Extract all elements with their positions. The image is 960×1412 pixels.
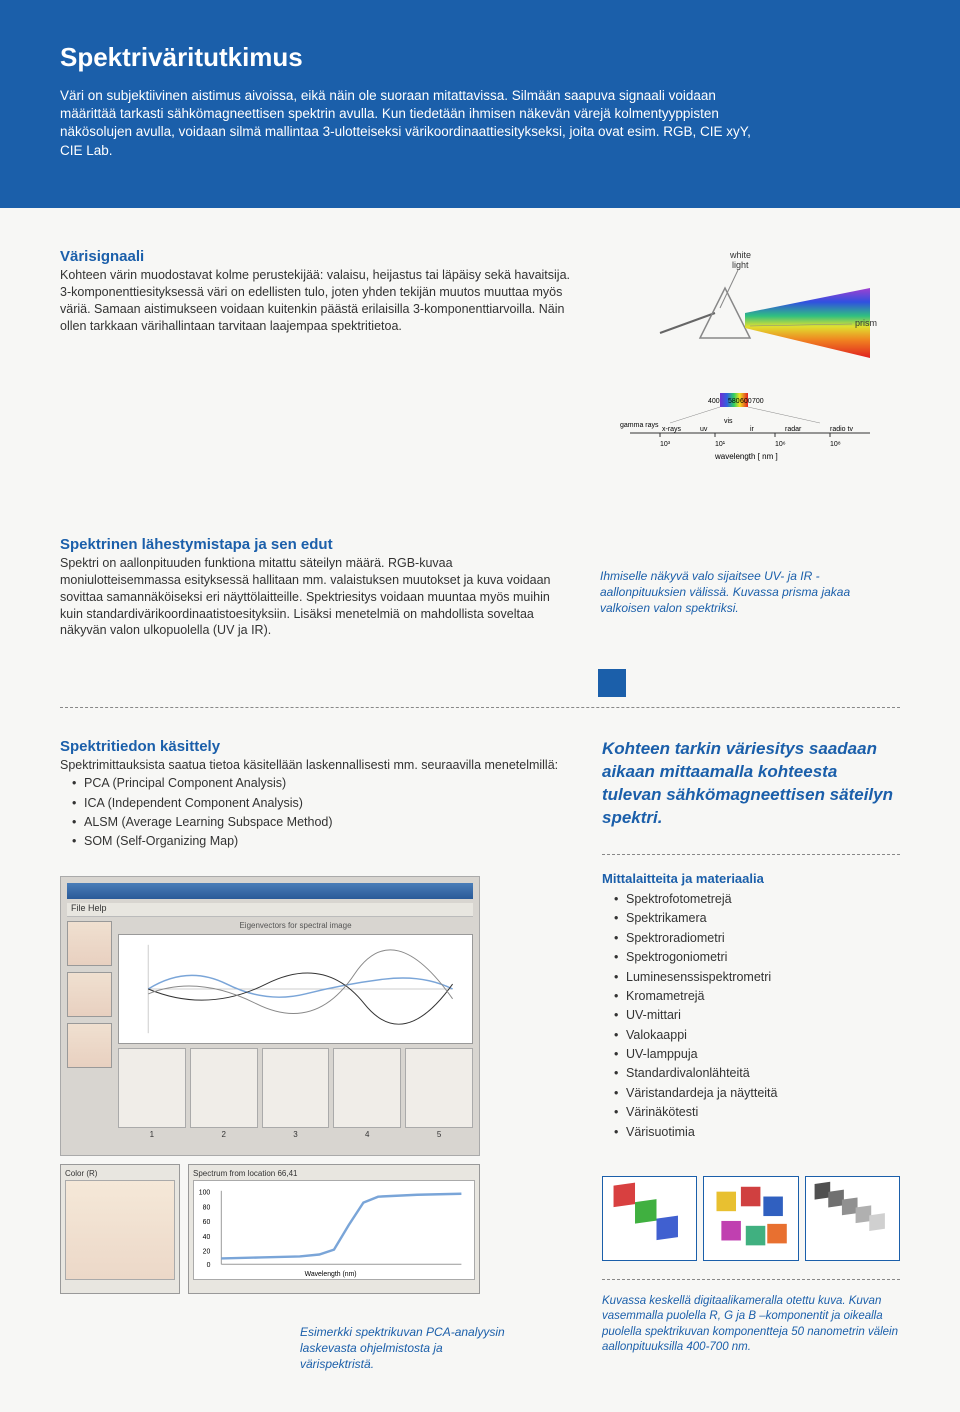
pca-app-screenshot: File Help Eigenvectors for spectral imag… (60, 876, 480, 1156)
rgb-components-image (602, 1176, 697, 1261)
thumbnail (67, 972, 112, 1017)
svg-text:wavelength [ nm ]: wavelength [ nm ] (714, 452, 778, 461)
list-item: Valokaappi (614, 1026, 900, 1045)
list-item: ICA (Independent Component Analysis) (72, 794, 560, 813)
color-label: Color (R) (65, 1169, 175, 1178)
svg-text:20: 20 (203, 1248, 211, 1255)
svg-text:10³: 10³ (660, 441, 671, 448)
app-menubar: File Help (67, 903, 473, 917)
list-item: Luminesenssispektrometri (614, 968, 900, 987)
em-spectrum-chart: 400 580 600 700 gamma rays x-rays uv vis… (620, 393, 880, 473)
spectral-components-image (805, 1176, 900, 1261)
list-item: UV-lamppuja (614, 1045, 900, 1064)
white-light-label: white (729, 250, 751, 260)
divider (602, 1279, 900, 1280)
section3-title: Spektritiedon käsittely (60, 738, 560, 755)
content-area: Värisignaali Kohteen värin muodostavat k… (0, 208, 960, 1412)
cubes-caption: Kuvassa keskellä digitaalikameralla otet… (602, 1294, 900, 1356)
divider (602, 854, 900, 855)
thumbnail (67, 921, 112, 966)
page-title: Spektriväritutkimus (60, 42, 900, 73)
equipment-title: Mittalaitteita ja materiaalia (602, 871, 900, 886)
eigenimage (405, 1048, 473, 1128)
list-item: UV-mittari (614, 1006, 900, 1025)
eigenimage (333, 1048, 401, 1128)
svg-text:radar: radar (785, 426, 802, 433)
svg-text:80: 80 (203, 1204, 211, 1211)
svg-text:580: 580 (728, 398, 740, 405)
section1-title: Värisignaali (60, 248, 570, 265)
svg-text:ir: ir (750, 426, 755, 433)
list-item: Värisuotimia (614, 1123, 900, 1142)
prism-figure: white light (620, 248, 880, 478)
spectrum-fan (745, 288, 870, 358)
eigen-label: Eigenvectors for spectral image (118, 921, 473, 930)
svg-text:uv: uv (700, 426, 708, 433)
spectrum-app-screenshot: Color (R) Spectrum from location 66,41 1… (60, 1164, 480, 1294)
list-item: Standardivalonlähteitä (614, 1064, 900, 1083)
prism-caption: Ihmiselle näkyvä valo sijaitsee UV- ja I… (600, 568, 900, 617)
svg-text:Wavelength (nm): Wavelength (nm) (305, 1271, 357, 1278)
sample-image (65, 1180, 175, 1280)
eigenimage (262, 1048, 330, 1128)
spectrum-curve-chart: 100 80 60 40 20 0 Wavelength (nm) (193, 1180, 475, 1280)
list-item: Spektrofotometrejä (614, 890, 900, 909)
eigenimage (190, 1048, 258, 1128)
prism-icon (700, 288, 750, 338)
list-item: SOM (Self-Organizing Map) (72, 832, 560, 851)
svg-text:light: light (732, 260, 749, 270)
decorative-square (598, 669, 626, 697)
app-caption: Esimerkki spektrikuvan PCA-analyysin las… (300, 1324, 520, 1373)
section1-text: Kohteen värin muodostavat kolme perustek… (60, 267, 570, 335)
svg-text:vis: vis (724, 418, 733, 425)
thumbnail (67, 1023, 112, 1068)
cubes-figure (602, 1176, 900, 1261)
divider-line (60, 707, 900, 708)
list-item: Spektrogoniometri (614, 948, 900, 967)
svg-text:600: 600 (740, 398, 752, 405)
svg-text:40: 40 (203, 1233, 211, 1240)
eigenimage-row (118, 1048, 473, 1128)
list-item: Väristandardeja ja näytteitä (614, 1084, 900, 1103)
list-item: PCA (Principal Component Analysis) (72, 774, 560, 793)
svg-text:0: 0 (207, 1262, 211, 1269)
list-item: Värinäkötesti (614, 1103, 900, 1122)
svg-text:radio tv: radio tv (830, 426, 853, 433)
svg-text:100: 100 (199, 1189, 211, 1196)
section2-text: Spektri on aallonpituuden funktiona mita… (60, 555, 570, 639)
list-item: Spektrikamera (614, 909, 900, 928)
svg-text:gamma rays: gamma rays (620, 422, 659, 429)
methods-list: PCA (Principal Component Analysis) ICA (… (60, 774, 560, 852)
banner-text: Väri on subjektiivinen aistimus aivoissa… (60, 87, 760, 160)
key-statement: Kohteen tarkin väriesitys saadaan aikaan… (602, 738, 900, 830)
svg-text:x-rays: x-rays (662, 426, 682, 433)
svg-text:700: 700 (752, 398, 764, 405)
svg-text:10⁶: 10⁶ (775, 441, 786, 448)
svg-text:60: 60 (203, 1219, 211, 1226)
section2-title: Spektrinen lähestymistapa ja sen edut (60, 536, 570, 553)
list-item: Spektroradiometri (614, 929, 900, 948)
svg-text:10⁸: 10⁸ (830, 441, 841, 448)
eigenimage (118, 1048, 186, 1128)
camera-photo-image (703, 1176, 798, 1261)
equipment-list: Spektrofotometrejä Spektrikamera Spektro… (602, 890, 900, 1142)
app-titlebar (67, 883, 473, 899)
svg-text:10¹: 10¹ (715, 441, 726, 448)
spectrum-location-label: Spectrum from location 66,41 (193, 1169, 475, 1178)
header-banner: Spektriväritutkimus Väri on subjektiivin… (0, 0, 960, 208)
eigenvector-chart (118, 934, 473, 1044)
list-item: ALSM (Average Learning Subspace Method) (72, 813, 560, 832)
prism-label: prism (855, 318, 877, 328)
section3-intro: Spektrimittauksista saatua tietoa käsite… (60, 757, 560, 774)
svg-text:400: 400 (708, 398, 720, 405)
list-item: Kromametrejä (614, 987, 900, 1006)
